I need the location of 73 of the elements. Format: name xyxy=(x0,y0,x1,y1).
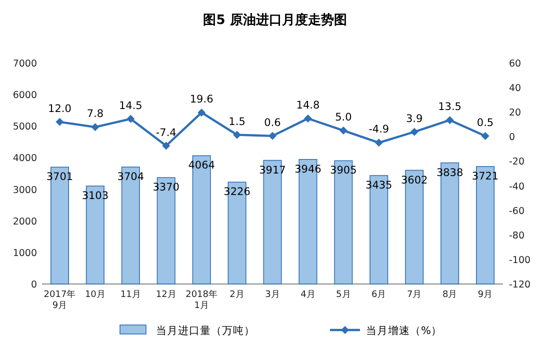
data-label: 0.5 xyxy=(476,117,494,130)
data-label: 3.9 xyxy=(406,112,423,125)
y2-tick-label: 40 xyxy=(509,83,522,94)
y2-tick-label: -100 xyxy=(509,254,531,266)
data-label: 3905 xyxy=(330,164,357,177)
y-tick-label: 0 xyxy=(30,280,37,290)
point xyxy=(410,128,418,136)
x-tick-label: 3月 xyxy=(265,290,280,300)
y2-tick-label: -40 xyxy=(509,181,525,192)
y-tick-label: 3000 xyxy=(12,184,37,196)
data-label: 3701 xyxy=(46,171,74,184)
y2-tick-label: -60 xyxy=(509,206,525,217)
y-tick-label: 5000 xyxy=(12,122,37,133)
x-tick-label: 2017年 9月 xyxy=(44,289,76,311)
point xyxy=(374,138,383,147)
data-label: 1.5 xyxy=(228,116,246,128)
y-tick-label: 2000 xyxy=(12,216,37,228)
point xyxy=(268,132,276,140)
data-label: 3721 xyxy=(472,170,499,183)
data-label: 3103 xyxy=(82,190,109,202)
point xyxy=(162,142,170,150)
data-label: 3370 xyxy=(152,182,180,194)
y2-tick-label: -20 xyxy=(509,156,525,168)
x-tick-label: 11月 xyxy=(120,290,141,300)
x-tick-label: 6月 xyxy=(372,290,386,300)
x-tick-label: 7月 xyxy=(406,290,422,300)
point xyxy=(91,123,100,132)
legend-label: 当月进口量（万吨） xyxy=(156,324,255,337)
point xyxy=(198,108,206,117)
point xyxy=(233,130,242,139)
data-label: 4064 xyxy=(188,160,216,172)
data-label: 3704 xyxy=(117,171,144,184)
x-tick-label: 10月 xyxy=(84,290,106,300)
legend-label: 当月增速（%） xyxy=(366,324,442,337)
x-tick-label: 2018年 1月 xyxy=(186,289,218,311)
point xyxy=(446,116,454,124)
x-tick-label: 4月 xyxy=(300,290,316,300)
data-label: -7.4 xyxy=(156,126,177,139)
data-label: 3226 xyxy=(224,186,251,198)
data-label: 14.8 xyxy=(296,99,320,112)
data-label: 13.5 xyxy=(438,101,462,114)
data-label: 5.0 xyxy=(335,112,352,124)
y2-tick-label: 60 xyxy=(509,58,522,70)
x-tick-label: 12月 xyxy=(156,290,176,300)
point xyxy=(481,132,490,140)
data-label: -4.9 xyxy=(368,124,390,136)
data-label: 3917 xyxy=(259,164,286,176)
y2-tick-label: 0 xyxy=(509,132,516,144)
point xyxy=(126,114,135,123)
data-label: 3838 xyxy=(436,166,464,179)
chart-title: 图5 原油进口月度走势图 xyxy=(203,12,347,28)
y-tick-label: 6000 xyxy=(12,90,37,102)
y2-tick-label: 20 xyxy=(509,108,522,119)
data-label: 7.8 xyxy=(86,108,104,120)
data-label: 3946 xyxy=(294,163,322,176)
x-tick-label: 2月 xyxy=(230,290,244,300)
data-label: 3602 xyxy=(400,174,428,186)
y-tick-label: 7000 xyxy=(12,58,37,70)
x-tick-label: 9月 xyxy=(478,290,493,300)
y2-tick-label: -120 xyxy=(509,280,531,290)
data-label: 12.0 xyxy=(48,102,72,115)
y2-tick-label: -80 xyxy=(509,230,525,242)
point xyxy=(304,114,312,122)
x-tick-label: 5月 xyxy=(336,290,351,300)
point xyxy=(339,126,348,135)
data-label: 19.6 xyxy=(190,94,214,106)
point xyxy=(56,118,64,126)
data-label: 14.5 xyxy=(118,100,142,112)
data-label: 0.6 xyxy=(264,116,282,129)
x-tick-label: 8月 xyxy=(442,290,458,300)
y-tick-label: 1000 xyxy=(12,248,37,259)
y-tick-label: 4000 xyxy=(12,153,37,164)
data-label: 3435 xyxy=(366,180,392,192)
